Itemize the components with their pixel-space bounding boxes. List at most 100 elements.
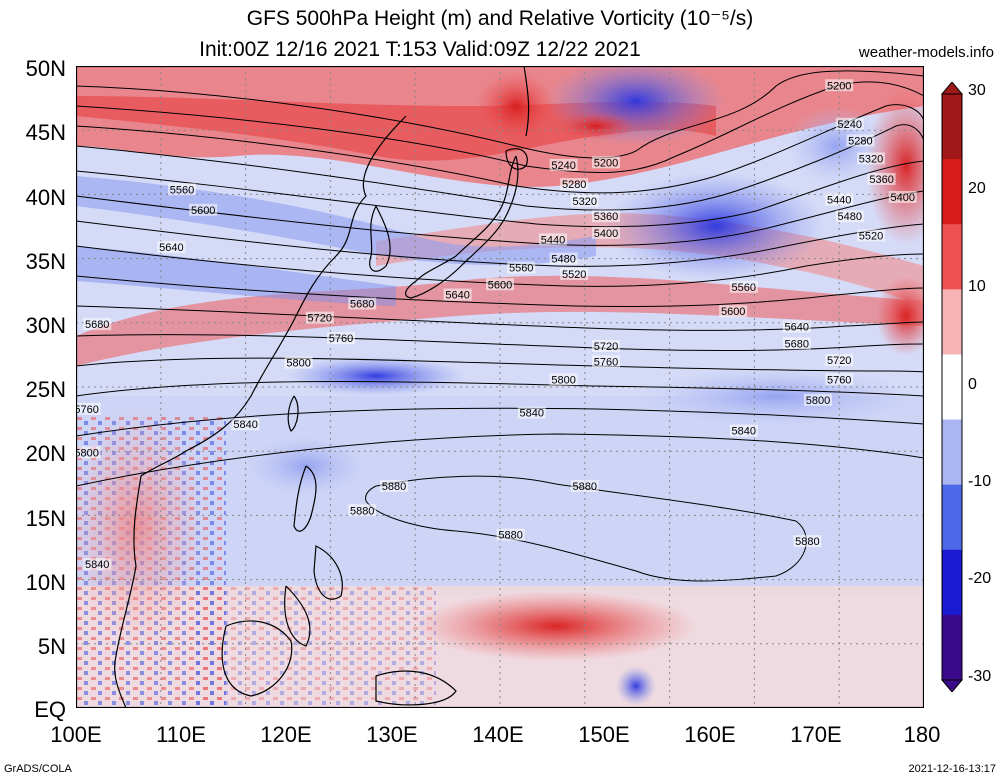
contour-label-bg: [83, 558, 112, 571]
contour-label: 5640: [785, 322, 809, 334]
contour-label: 5880: [795, 536, 819, 548]
lat-label: EQ: [34, 697, 66, 722]
contour-label-bg: [570, 479, 599, 492]
contour-label-bg: [570, 194, 599, 207]
map-frame: [76, 66, 924, 708]
contour-label-bg: [305, 311, 334, 324]
contour-label: 5760: [827, 374, 851, 386]
chart-subtitle: Init:00Z 12/16 2021 T:153 Valid:09Z 12/2…: [199, 38, 641, 61]
contour-label: 5520: [859, 230, 883, 242]
contour-label-bg: [76, 446, 101, 459]
footer-software: GrADS/COLA: [4, 763, 72, 775]
lon-label: 180: [903, 722, 941, 747]
contour-label: 5640: [445, 290, 469, 302]
colorbar-label: 20: [968, 180, 986, 197]
colorbar-segment: [942, 549, 962, 616]
colorbar-segment: [942, 484, 962, 551]
contour-label-bg: [486, 278, 514, 291]
contour-label-bg: [231, 418, 260, 431]
contour-label: 5600: [721, 306, 745, 318]
lat-label: 15N: [25, 506, 66, 531]
contour-label: 5720: [827, 355, 851, 367]
contour-label: 5400: [594, 228, 618, 240]
contour-label-bg: [835, 117, 864, 130]
contour-label: 5760: [594, 356, 618, 368]
lon-label: 150E: [578, 722, 630, 747]
contour-label-bg: [496, 528, 525, 541]
contour-label-bg: [835, 210, 864, 223]
colorbar-segment: [942, 354, 962, 421]
lat-label: 20N: [25, 441, 66, 466]
contour-label-bg: [517, 406, 546, 419]
contour-label: 5200: [827, 80, 851, 92]
contour-label-bg: [592, 226, 620, 239]
contour-label: 5760: [329, 333, 353, 345]
lon-label: 110E: [156, 722, 206, 747]
contour-label: 5840: [520, 408, 544, 420]
colorbar-segment: [942, 614, 962, 681]
contour-label: 5240: [838, 119, 862, 131]
contour-label-bg: [867, 172, 896, 185]
lon-label: 170E: [790, 722, 842, 747]
contour-label: 5360: [869, 174, 893, 186]
contour-label-bg: [804, 393, 832, 406]
colorbar-bottom-arrow: [940, 679, 964, 692]
contour-label-bg: [719, 305, 748, 318]
contour-label: 5800: [286, 358, 310, 370]
lat-label: 50N: [25, 56, 66, 81]
colorbar-label: 30: [968, 82, 986, 99]
contour-label: 5800: [551, 374, 575, 386]
contour-label-bg: [857, 229, 885, 242]
colorbar-label: -30: [968, 668, 992, 685]
contour-label-bg: [443, 288, 472, 301]
contour-label-bg: [549, 252, 578, 265]
contour-label-bg: [825, 79, 854, 92]
contour-label: 5800: [76, 447, 99, 459]
contour-label: 5200: [594, 157, 618, 169]
contour-label-bg: [348, 504, 377, 517]
lat-label: 35N: [25, 249, 66, 274]
contour-label-bg: [549, 158, 578, 171]
contour-label: 5800: [806, 395, 830, 407]
contour-label: 5240: [551, 160, 575, 172]
contour-label-bg: [793, 535, 822, 548]
contour-label: 5440: [541, 234, 565, 246]
contour-label: 5880: [382, 481, 406, 493]
contour-label: 5520: [562, 269, 586, 281]
contour-label-bg: [560, 178, 589, 191]
vorticity-map: 5200 5200 5240 5240 5280 5280 5320 5320 5360 5360…: [76, 66, 924, 708]
colorbar: [940, 82, 964, 692]
lat-label: 45N: [25, 120, 66, 145]
contour-label: 5600: [191, 205, 215, 217]
contour-label-bg: [83, 318, 112, 331]
contour-label-bg: [157, 241, 186, 254]
contour-label-bg: [284, 356, 313, 369]
contour-label: 5840: [233, 419, 257, 431]
contour-label-bg: [857, 152, 885, 165]
contour-label: 5280: [562, 179, 586, 191]
contour-label: 5680: [785, 338, 809, 350]
contour-label-bg: [888, 190, 917, 203]
lon-label: 120E: [260, 722, 312, 747]
contour-label: 5840: [732, 426, 756, 438]
contour-label-bg: [782, 320, 811, 333]
contour-label-bg: [825, 373, 854, 386]
contour-label: 5640: [159, 242, 183, 254]
contour-label-bg: [507, 261, 536, 274]
contour-label-bg: [348, 297, 377, 310]
colorbar-top-arrow: [940, 82, 964, 95]
contour-label-bg: [592, 156, 620, 169]
contour-label: 5560: [732, 282, 756, 294]
contour-label-bg: [782, 337, 811, 350]
contour-label: 5760: [76, 404, 99, 416]
contour-label-bg: [168, 183, 196, 196]
lat-label: 25N: [25, 377, 66, 402]
lon-label: 130E: [366, 722, 418, 747]
contour-label: 5560: [170, 184, 194, 196]
contour-label: 5720: [308, 313, 332, 325]
contour-label: 5280: [848, 135, 872, 147]
contour-label-bg: [825, 193, 854, 206]
contour-label-bg: [729, 280, 758, 293]
contour-label-bg: [825, 354, 854, 367]
colorbar-frame: [941, 93, 963, 681]
